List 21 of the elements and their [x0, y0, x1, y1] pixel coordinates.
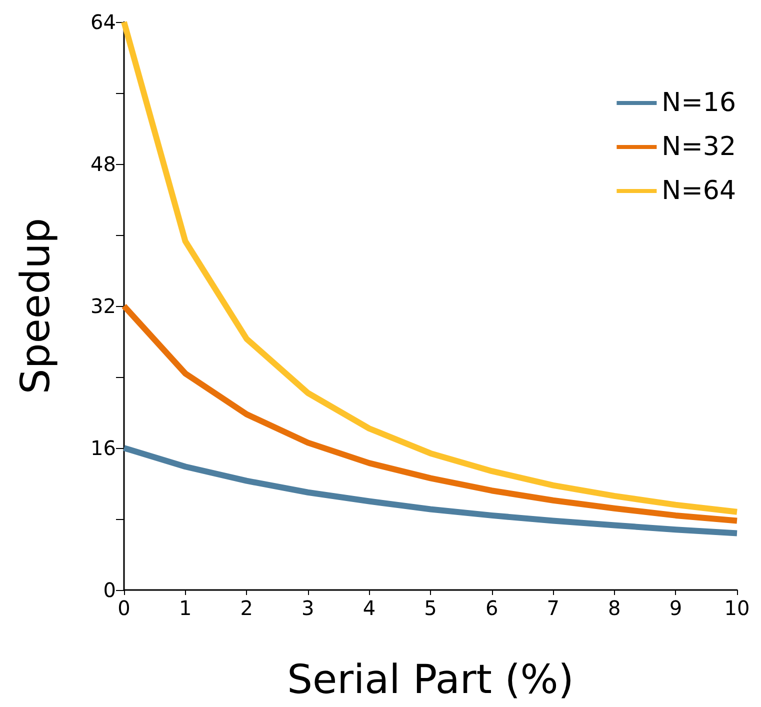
x-tick-label: 3 — [302, 596, 314, 620]
legend-label: N=64 — [662, 176, 736, 206]
y-tick-label: 64 — [90, 10, 116, 34]
x-tick-label: 2 — [240, 596, 253, 620]
x-tick-label: 4 — [362, 596, 376, 620]
x-tick-label: 1 — [178, 596, 192, 620]
x-tick-label: 0 — [118, 596, 130, 620]
legend-label: N=32 — [662, 132, 736, 162]
x-tick-label: 5 — [424, 596, 437, 620]
legend-label: N=16 — [662, 88, 736, 118]
y-tick-label: 48 — [90, 152, 116, 176]
y-tick-label: 32 — [90, 294, 116, 318]
x-tick-label: 10 — [724, 596, 750, 620]
x-tick-label: 6 — [485, 596, 498, 620]
x-tick-label: 8 — [608, 596, 621, 620]
x-tick-label: 7 — [546, 596, 560, 620]
y-axis-title: Speedup — [13, 218, 59, 394]
x-tick-label: 9 — [669, 596, 682, 620]
y-tick-label: 0 — [103, 578, 116, 602]
y-tick-label: 16 — [90, 436, 116, 460]
x-axis-title: Serial Part (%) — [287, 657, 574, 703]
